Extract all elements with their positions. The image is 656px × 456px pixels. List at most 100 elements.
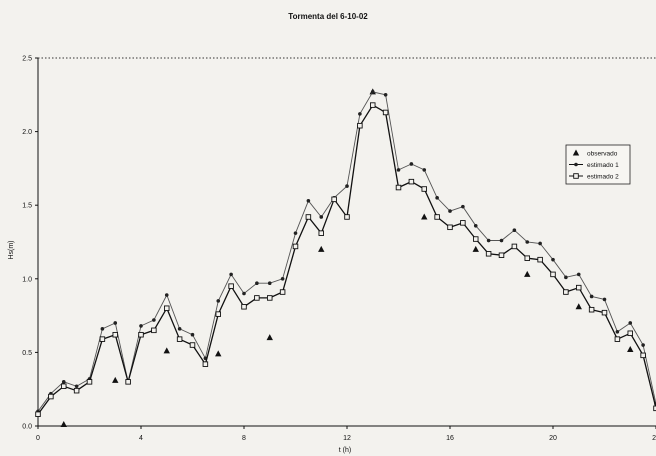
data-point xyxy=(525,240,530,244)
data-point xyxy=(152,318,156,322)
legend-item: estimado 2 xyxy=(569,173,619,180)
data-point xyxy=(125,379,131,385)
data-point xyxy=(357,122,363,129)
x-tick-label: 16 xyxy=(446,435,454,442)
data-point xyxy=(601,309,608,316)
legend-marker xyxy=(574,162,578,167)
y-tick-label: 1.0 xyxy=(22,276,32,283)
x-tick-label: 20 xyxy=(549,435,557,442)
data-point xyxy=(344,214,350,220)
data-point xyxy=(395,184,402,191)
data-point xyxy=(279,289,286,295)
data-point xyxy=(461,204,465,209)
legend-marker xyxy=(572,149,580,156)
data-point xyxy=(588,306,595,313)
data-point xyxy=(241,304,247,310)
data-point xyxy=(524,255,531,261)
data-point xyxy=(151,327,157,334)
data-point xyxy=(267,295,273,301)
data-point xyxy=(112,331,118,338)
data-point xyxy=(512,228,517,233)
data-point xyxy=(100,327,105,331)
data-point xyxy=(60,421,67,428)
data-point xyxy=(627,345,634,352)
data-point xyxy=(306,198,311,203)
data-point xyxy=(35,411,41,417)
legend-marker xyxy=(573,173,579,179)
x-tick-label: 4 xyxy=(139,435,143,442)
y-tick-label: 2.5 xyxy=(22,56,32,63)
data-point xyxy=(331,196,337,203)
legend-label: observado xyxy=(587,150,618,157)
data-point xyxy=(550,271,556,278)
data-point xyxy=(614,336,621,342)
data-point xyxy=(74,384,79,389)
legend: observado estimado 1 estimado 2 xyxy=(565,144,631,185)
data-point xyxy=(267,281,272,286)
data-point xyxy=(229,272,233,277)
data-point xyxy=(421,213,428,220)
data-point xyxy=(575,303,582,310)
y-tick-label: 2.0 xyxy=(22,129,32,136)
data-point xyxy=(383,93,388,97)
data-point xyxy=(576,284,582,291)
legend-item: observado xyxy=(572,149,618,157)
data-point xyxy=(228,283,234,289)
data-point xyxy=(48,393,54,400)
data-point xyxy=(435,196,439,200)
series-3 xyxy=(35,102,656,417)
data-point xyxy=(254,295,260,301)
data-point xyxy=(563,289,569,295)
data-point xyxy=(434,214,440,220)
data-point xyxy=(422,168,427,172)
legend-label: estimado 2 xyxy=(587,173,619,180)
data-point xyxy=(408,178,415,185)
data-point xyxy=(305,214,312,220)
data-point xyxy=(640,352,646,359)
x-tick-label: 2 xyxy=(652,435,656,442)
data-point xyxy=(293,231,298,235)
data-point xyxy=(61,380,66,384)
data-point xyxy=(318,245,325,252)
x-tick-label: 8 xyxy=(242,435,246,442)
data-point xyxy=(576,272,581,277)
x-axis-label: t (h) xyxy=(339,447,351,454)
data-point xyxy=(615,329,620,334)
y-tick-label: 0.5 xyxy=(22,350,32,357)
data-point xyxy=(177,327,182,331)
x-axis-ticks: 0 4 8 12 16 20 2 xyxy=(36,426,656,442)
y-axis-ticks: 0.0 0.5 1.0 1.5 2.0 2.5 xyxy=(22,56,38,431)
data-point xyxy=(138,331,144,338)
data-point xyxy=(511,243,518,250)
data-point xyxy=(216,299,221,303)
legend-label: estimado 1 xyxy=(587,162,619,169)
series-layer xyxy=(35,88,656,428)
x-tick-label: 12 xyxy=(343,435,351,442)
data-point xyxy=(73,387,80,394)
data-point xyxy=(473,224,478,228)
data-point xyxy=(164,293,169,297)
data-point xyxy=(653,405,656,412)
series-2 xyxy=(36,90,656,414)
data-point xyxy=(409,162,414,166)
data-point xyxy=(628,321,633,325)
chart-title: Tormenta del 6-10-02 xyxy=(288,12,368,21)
data-point xyxy=(280,277,285,281)
legend-item: estimado 1 xyxy=(569,162,619,169)
data-point xyxy=(447,224,453,231)
data-point xyxy=(113,321,118,325)
y-tick-label: 1.5 xyxy=(22,203,32,210)
series-1 xyxy=(60,88,634,428)
data-point xyxy=(242,291,246,296)
data-point xyxy=(472,245,479,252)
data-point xyxy=(564,275,568,280)
data-point xyxy=(460,220,466,226)
data-point xyxy=(190,332,195,337)
data-point xyxy=(139,324,143,328)
data-point xyxy=(370,102,376,108)
data-point xyxy=(627,330,634,337)
data-point xyxy=(486,238,491,243)
data-point xyxy=(318,230,325,236)
data-point xyxy=(215,311,221,317)
data-point xyxy=(641,343,645,347)
